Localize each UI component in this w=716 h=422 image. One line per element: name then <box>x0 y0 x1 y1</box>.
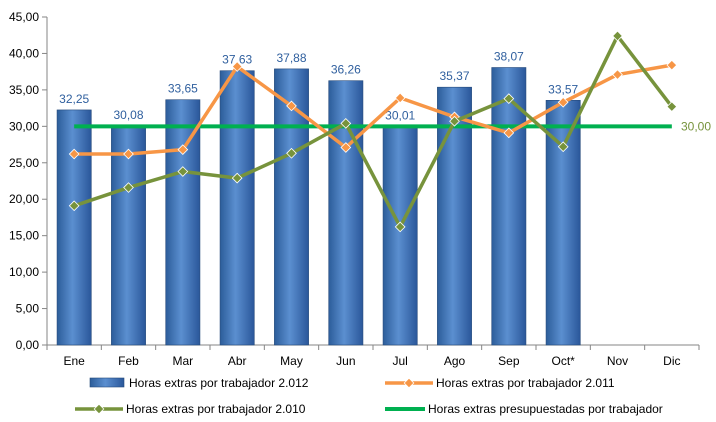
bar <box>56 109 92 346</box>
x-tick-label: Mar <box>172 354 193 368</box>
bar-data-label: 32,25 <box>59 92 89 106</box>
x-tick-label: Feb <box>118 354 139 368</box>
y-tick-label: 25,00 <box>9 156 39 170</box>
y-tick-label: 0,00 <box>16 338 40 352</box>
x-tick-label: Jun <box>336 354 355 368</box>
data-point-marker <box>666 101 678 113</box>
data-point-marker <box>394 92 406 104</box>
data-point-marker <box>503 93 515 105</box>
legend-item: Horas extras presupuestadas por trabajad… <box>385 402 663 416</box>
bar-data-label: 38,07 <box>494 50 524 64</box>
x-tick-label: Ago <box>444 354 466 368</box>
data-point-marker <box>177 144 189 156</box>
line-series-2010 <box>68 30 678 233</box>
data-point-marker <box>557 96 569 108</box>
x-tick-label: Abr <box>228 354 247 368</box>
y-tick-label: 5,00 <box>16 302 40 316</box>
bar <box>545 100 581 346</box>
bar <box>382 125 418 346</box>
y-tick-label: 20,00 <box>9 192 39 206</box>
data-point-marker <box>231 61 243 72</box>
x-tick-label: Sep <box>498 354 520 368</box>
data-point-marker <box>612 30 623 42</box>
data-point-marker <box>666 59 678 71</box>
bar-data-label: 30,08 <box>113 108 143 122</box>
series-line <box>73 34 674 229</box>
y-tick-label: 45,00 <box>9 10 39 24</box>
bar-data-label: 36,26 <box>331 63 361 77</box>
x-tick-label: Dic <box>663 354 680 368</box>
data-point-marker <box>286 147 297 159</box>
data-point-marker <box>612 69 623 80</box>
bar-data-label: 33,57 <box>548 82 578 96</box>
x-tick-label: May <box>280 354 303 368</box>
legend-label: Horas extras presupuestadas por trabajad… <box>428 402 663 416</box>
bar <box>219 70 255 346</box>
bar-data-label: 37,88 <box>276 51 306 65</box>
legend-marker <box>403 377 415 389</box>
bar-data-label: 37,63 <box>222 53 252 67</box>
x-tick-label: Ene <box>63 354 85 368</box>
bar <box>111 125 146 346</box>
legend-marker <box>93 403 105 415</box>
legend-item: Horas extras por trabajador 2.011 <box>385 376 615 390</box>
x-axis: Ene Feb Mar Abr May Jun Jul Ago Sep Oct* Nov Dic <box>46 344 700 368</box>
bar-data-label: 30,01 <box>385 108 415 122</box>
y-tick-label: 15,00 <box>9 229 39 243</box>
legend-swatch <box>89 377 125 388</box>
x-tick-label: Oct* <box>551 354 575 368</box>
data-point-marker <box>503 127 515 139</box>
data-point-marker <box>557 141 569 153</box>
line-series-2011 <box>68 59 678 160</box>
data-point-marker <box>286 100 297 112</box>
bar <box>165 99 201 346</box>
legend: Horas extras por trabajador 2.012 Horas e… <box>75 376 663 416</box>
legend-item: Horas extras por trabajador 2.012 <box>89 376 309 390</box>
data-point-marker <box>340 142 352 153</box>
y-tick-label: 40,00 <box>9 46 39 60</box>
y-tick-label: 35,00 <box>9 83 39 97</box>
data-point-marker <box>394 221 406 233</box>
data-point-marker <box>123 182 134 193</box>
data-point-marker <box>449 115 460 127</box>
legend-label: Horas extras por trabajador 2.012 <box>129 376 309 390</box>
bar <box>491 67 527 346</box>
bar-data-label: 35,37 <box>439 69 469 83</box>
line-series <box>68 30 678 233</box>
legend-label: Horas extras por trabajador 2.011 <box>436 376 615 390</box>
data-point-marker <box>231 172 243 184</box>
y-tick-label: 10,00 <box>9 265 39 279</box>
data-point-marker <box>177 166 189 177</box>
y-axis: 0,00 5,00 10,00 15,00 20,00 25,00 30,00 35,00 40… <box>9 10 48 352</box>
data-point-marker <box>68 148 80 160</box>
x-tick-label: Jul <box>392 354 407 368</box>
data-point-marker <box>340 118 352 129</box>
reference-line-label: 30,00 <box>681 119 711 133</box>
data-point-marker <box>123 148 134 160</box>
legend-label: Horas extras por trabajador 2.010 <box>126 402 306 416</box>
bar-data-labels: 32,25 30,08 33,65 37,63 37,88 36,26 30,01 35,37… <box>59 50 578 123</box>
x-tick-label: Nov <box>607 354 628 368</box>
y-tick-label: 30,00 <box>9 119 39 133</box>
bar-data-label: 33,65 <box>168 82 198 96</box>
series-line <box>74 63 673 156</box>
data-point-marker <box>68 200 80 212</box>
bar <box>437 86 472 346</box>
legend-item: Horas extras por trabajador 2.010 <box>75 402 306 416</box>
